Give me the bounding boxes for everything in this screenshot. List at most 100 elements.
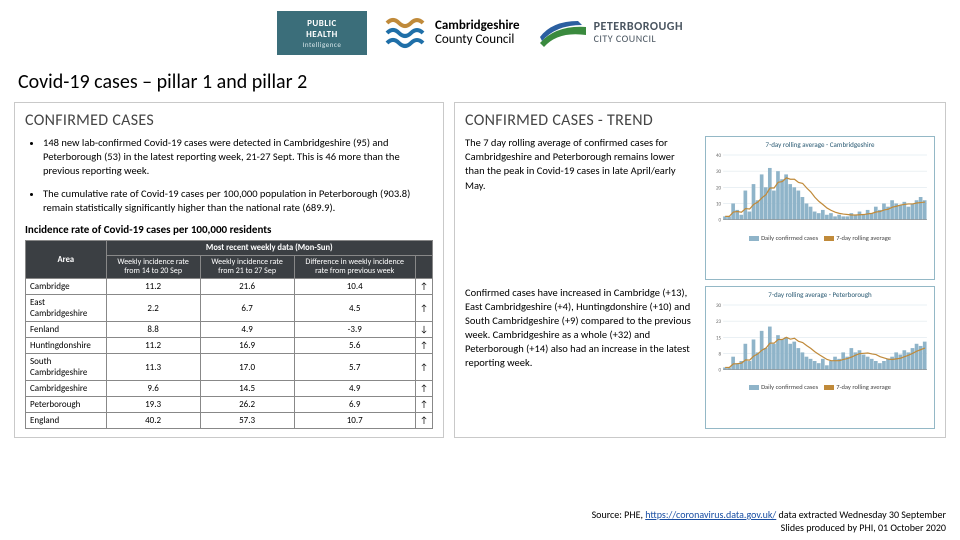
cell-v2: 21.6: [200, 279, 294, 295]
cell-arrow: ↑: [415, 279, 432, 295]
cell-v1: 11.2: [106, 338, 200, 354]
cell-arrow: ↑: [415, 413, 432, 429]
cell-v2: 16.9: [200, 338, 294, 354]
panel-confirmed-cases: CONFIRMED CASES 148 new lab-confirmed Co…: [14, 102, 444, 438]
chart2-title: 7-day rolling average - Peterborough: [709, 290, 931, 299]
cell-v1: 11.2: [106, 279, 200, 295]
chart-peterborough: 7-day rolling average - Peterborough 30 2…: [705, 286, 935, 430]
cell-arrow: ↑: [415, 397, 432, 413]
cell-v2: 14.5: [200, 381, 294, 397]
phi-line2: HEALTH: [306, 29, 338, 40]
table-row: England40.257.310.7↑: [26, 413, 433, 429]
cell-area: Cambridge: [26, 279, 107, 295]
cell-v1: 2.2: [106, 295, 200, 322]
chart2-legend-line: 7-day rolling average: [836, 383, 891, 391]
cell-area: Cambridgeshire: [26, 381, 107, 397]
col-arrow: [415, 255, 432, 278]
svg-text:30: 30: [716, 303, 722, 309]
col-2: Weekly incidence rate from 21 to 27 Sep: [200, 255, 294, 278]
svg-text:20: 20: [716, 185, 722, 191]
trend-grid: The 7 day rolling average of confirmed c…: [465, 136, 935, 429]
svg-text:10: 10: [716, 201, 722, 207]
pcc-swoosh-icon: [538, 17, 588, 49]
cell-diff: -3.9: [294, 322, 415, 338]
table-row: Huntingdonshire11.216.95.6↑: [26, 338, 433, 354]
chart2-legend-bar: Daily confirmed cases: [761, 383, 818, 391]
cell-area: Fenland: [26, 322, 107, 338]
trend-para-2: Confirmed cases have increased in Cambri…: [465, 286, 695, 430]
incidence-table-title: Incidence rate of Covid-19 cases per 100…: [25, 223, 433, 236]
table-row: East Cambridgeshire2.26.74.5↑: [26, 295, 433, 322]
cell-area: East Cambridgeshire: [26, 295, 107, 322]
svg-text:30: 30: [716, 169, 722, 175]
cell-diff: 5.6: [294, 338, 415, 354]
footer: Source: PHE, https://coronavirus.data.go…: [592, 508, 946, 534]
cell-v2: 4.9: [200, 322, 294, 338]
cell-v1: 19.3: [106, 397, 200, 413]
cell-v1: 9.6: [106, 381, 200, 397]
footer-post: data extracted Wednesday 30 September: [776, 508, 946, 521]
pcc-line2: CITY COUNCIL: [594, 34, 683, 45]
left-panel-heading: CONFIRMED CASES: [25, 109, 433, 136]
cell-diff: 10.7: [294, 413, 415, 429]
logo-cambridgeshire-county-council: Cambridgeshire County Council: [385, 15, 520, 51]
cell-v2: 26.2: [200, 397, 294, 413]
pcc-text: PETERBOROUGH CITY COUNCIL: [594, 21, 683, 44]
cell-diff: 5.7: [294, 354, 415, 381]
panels-row: CONFIRMED CASES 148 new lab-confirmed Co…: [0, 102, 960, 438]
logo-peterborough-city-council: PETERBOROUGH CITY COUNCIL: [538, 17, 683, 49]
chart1-title: 7-day rolling average - Cambridgeshire: [709, 140, 931, 149]
cell-v2: 17.0: [200, 354, 294, 381]
footer-line1: Source: PHE, https://coronavirus.data.go…: [592, 508, 946, 521]
svg-text:0: 0: [719, 218, 722, 224]
svg-text:8: 8: [719, 351, 722, 357]
cell-arrow: ↓: [415, 322, 432, 338]
col-area: Area: [26, 240, 107, 278]
cell-area: Peterborough: [26, 397, 107, 413]
chart2-legend: Daily confirmed cases 7-day rolling aver…: [709, 383, 931, 391]
incidence-table: Area Most recent weekly data (Mon-Sun) W…: [25, 240, 433, 429]
table-row: Cambridge11.221.610.4↑: [26, 279, 433, 295]
cell-area: South Cambridgeshire: [26, 354, 107, 381]
confirmed-cases-bullets: 148 new lab-confirmed Covid-19 cases wer…: [25, 136, 433, 215]
cell-arrow: ↑: [415, 338, 432, 354]
col-3: Difference in weekly incidence rate from…: [294, 255, 415, 278]
col-1: Weekly incidence rate from 14 to 20 Sep: [106, 255, 200, 278]
right-panel-heading: CONFIRMED CASES - TREND: [465, 109, 935, 136]
cell-area: Huntingdonshire: [26, 338, 107, 354]
trend-para-1: The 7 day rolling average of confirmed c…: [465, 136, 695, 280]
footer-pre: Source: PHE,: [592, 508, 646, 521]
cell-area: England: [26, 413, 107, 429]
logo-public-health-intelligence: PUBLIC HEALTH Intelligence: [277, 11, 367, 55]
table-row: Peterborough19.326.26.9↑: [26, 397, 433, 413]
svg-text:40: 40: [716, 153, 722, 159]
cell-v2: 57.3: [200, 413, 294, 429]
logo-row: PUBLIC HEALTH Intelligence Cambridgeshir…: [0, 0, 960, 62]
cell-diff: 4.5: [294, 295, 415, 322]
svg-text:0: 0: [719, 367, 722, 373]
footer-line2: Slides produced by PHI, 01 October 2020: [592, 521, 946, 534]
cell-v1: 11.3: [106, 354, 200, 381]
panel-confirmed-cases-trend: CONFIRMED CASES - TREND The 7 day rollin…: [454, 102, 946, 438]
chart-cambridgeshire: 7-day rolling average - Cambridgeshire 4…: [705, 136, 935, 280]
table-row: Fenland8.84.9-3.9↓: [26, 322, 433, 338]
table-superhead: Most recent weekly data (Mon-Sun): [106, 240, 432, 255]
ccc-line1: Cambridgeshire: [435, 19, 520, 33]
chart1-legend-line: 7-day rolling average: [836, 234, 891, 242]
cell-diff: 6.9: [294, 397, 415, 413]
ccc-line2: County Council: [435, 33, 520, 47]
svg-text:15: 15: [716, 335, 722, 341]
phi-sub: Intelligence: [303, 40, 342, 49]
bullet-2: The cumulative rate of Covid-19 cases pe…: [43, 187, 433, 215]
ccc-text: Cambridgeshire County Council: [435, 19, 520, 46]
bullet-1: 148 new lab-confirmed Covid-19 cases wer…: [43, 136, 433, 179]
svg-text:23: 23: [716, 319, 722, 325]
footer-link[interactable]: https://coronavirus.data.gov.uk/: [645, 508, 776, 521]
phi-line1: PUBLIC: [307, 18, 337, 29]
ccc-wave-icon: [385, 15, 429, 51]
cell-v2: 6.7: [200, 295, 294, 322]
cell-v1: 8.8: [106, 322, 200, 338]
page-title: Covid-19 cases – pillar 1 and pillar 2: [0, 62, 960, 102]
cell-arrow: ↑: [415, 295, 432, 322]
cell-v1: 40.2: [106, 413, 200, 429]
